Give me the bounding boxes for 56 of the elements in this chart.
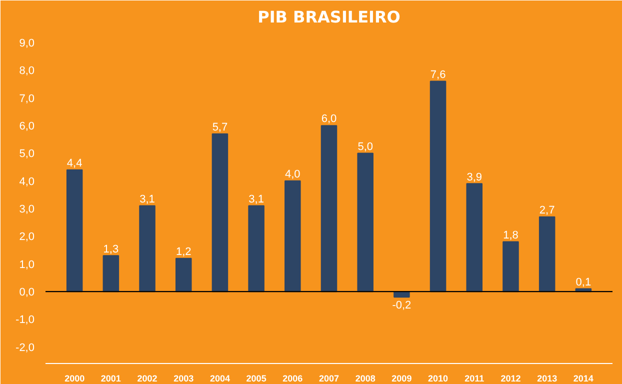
x-tick-label: 2011 [464,374,484,384]
x-tick-label: 2013 [537,374,558,384]
bar [466,183,483,292]
x-tick-label: 2010 [428,374,448,384]
data-label: 1,2 [176,246,192,258]
x-tick-label: 2003 [174,374,194,384]
data-label: 1,3 [103,243,119,256]
data-label: 0,1 [576,276,592,288]
data-label: 4,4 [66,158,82,170]
x-tick-label: 2007 [318,374,340,384]
x-tick-label: 2002 [137,374,158,384]
y-tick-label: 4,0 [19,176,35,188]
x-tick-label: 2006 [282,374,303,384]
y-tick-label: 5,0 [19,148,35,160]
y-tick-label: 1,0 [19,258,35,271]
y-tick-label: 6,0 [19,120,35,133]
bar [320,125,338,292]
data-label: 5,0 [358,140,373,153]
x-tick-label: 2009 [392,374,412,384]
data-label: 2,7 [539,204,555,217]
bar [248,205,264,292]
bar [430,80,446,292]
data-label: 6,0 [321,113,337,126]
x-tick-label: 2008 [355,374,376,384]
chart-title: PIB BRASILEIRO [258,8,400,26]
bar [502,241,519,292]
x-tick-label: 2004 [210,374,230,384]
bar [212,133,228,292]
y-tick-label: -1,0 [16,314,35,326]
x-tick-label: 2001 [100,374,121,384]
bar [538,216,556,292]
data-label: 3,9 [466,171,482,184]
x-tick-label: 2000 [64,374,85,384]
bar [175,258,192,292]
data-label: 7,6 [430,68,446,81]
bar [139,205,156,292]
x-tick-label: 2012 [500,374,521,384]
y-tick-label: -2,0 [16,342,35,354]
bar [357,152,374,292]
y-tick-label: 7,0 [19,92,35,105]
y-tick-label: 8,0 [19,65,35,78]
x-tick-label: 2005 [246,374,266,384]
data-label: 3,1 [140,193,155,206]
bar [102,255,120,292]
x-tick-label: 2014 [573,374,594,384]
data-label: 5,7 [212,122,228,134]
y-tick-label: 0,0 [19,286,35,299]
y-tick-label: 3,0 [19,204,35,216]
y-tick-label: 2,0 [19,231,35,244]
y-tick-label: 9,0 [19,38,35,50]
bar [284,180,301,292]
data-label: -0,2 [392,299,412,312]
data-label: 3,1 [248,193,264,206]
data-label: 4,0 [285,168,300,181]
data-label: 1,8 [503,229,518,242]
bar [66,169,83,292]
